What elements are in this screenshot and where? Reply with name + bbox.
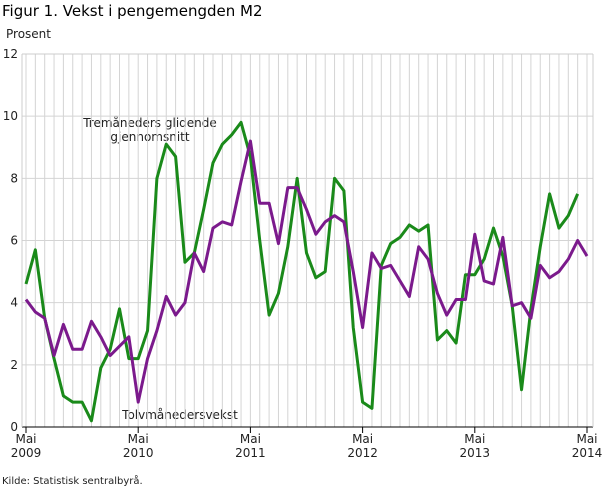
x-tick-label-part: 2009 (11, 446, 42, 460)
y-tick-label: 10 (3, 109, 18, 123)
x-tick-label-part: 2013 (460, 446, 491, 460)
x-tick-label-part: Mai (128, 432, 149, 446)
x-tick-label-part: Mai (576, 432, 597, 446)
x-tick-label-part: Mai (464, 432, 485, 446)
annotation: gjennomsnitt (110, 130, 189, 144)
x-tick-label: Mai 2011 (235, 432, 266, 460)
x-tick-label: Mai 2010 (123, 432, 154, 460)
y-tick-label: 12 (3, 47, 18, 61)
x-tick-label: Mai 2009 (11, 432, 42, 460)
y-tick-label: 8 (10, 171, 18, 185)
x-tick-label-part: 2010 (123, 446, 154, 460)
x-tick-label-part: 2014 (572, 446, 603, 460)
x-tick-label-part: 2011 (235, 446, 266, 460)
x-tick-label-part: Mai (15, 432, 36, 446)
source: Kilde: Statistisk sentralbyrå. (2, 474, 143, 487)
x-tick-label: Mai 2012 (347, 432, 378, 460)
y-tick-label: 4 (10, 296, 18, 310)
series-line (24, 139, 589, 404)
y-tick-label: 0 (10, 420, 18, 434)
y-axis-label: Prosent (6, 27, 51, 41)
series-line (24, 120, 580, 423)
annotation: Tolvmånedersvekst (121, 408, 238, 422)
x-tick-label-part: Mai (352, 432, 373, 446)
y-tick-label: 2 (10, 358, 18, 372)
chart-title: Figur 1. Vekst i pengemengden M2 (2, 2, 263, 20)
x-tick-label-part: 2012 (347, 446, 378, 460)
x-tick-label: Mai 2014 (572, 432, 603, 460)
x-tick-label-part: Mai (240, 432, 261, 446)
annotation: Tremåneders glidende (82, 116, 217, 130)
x-tick-label: Mai 2013 (460, 432, 491, 460)
y-tick-label: 6 (10, 234, 18, 248)
